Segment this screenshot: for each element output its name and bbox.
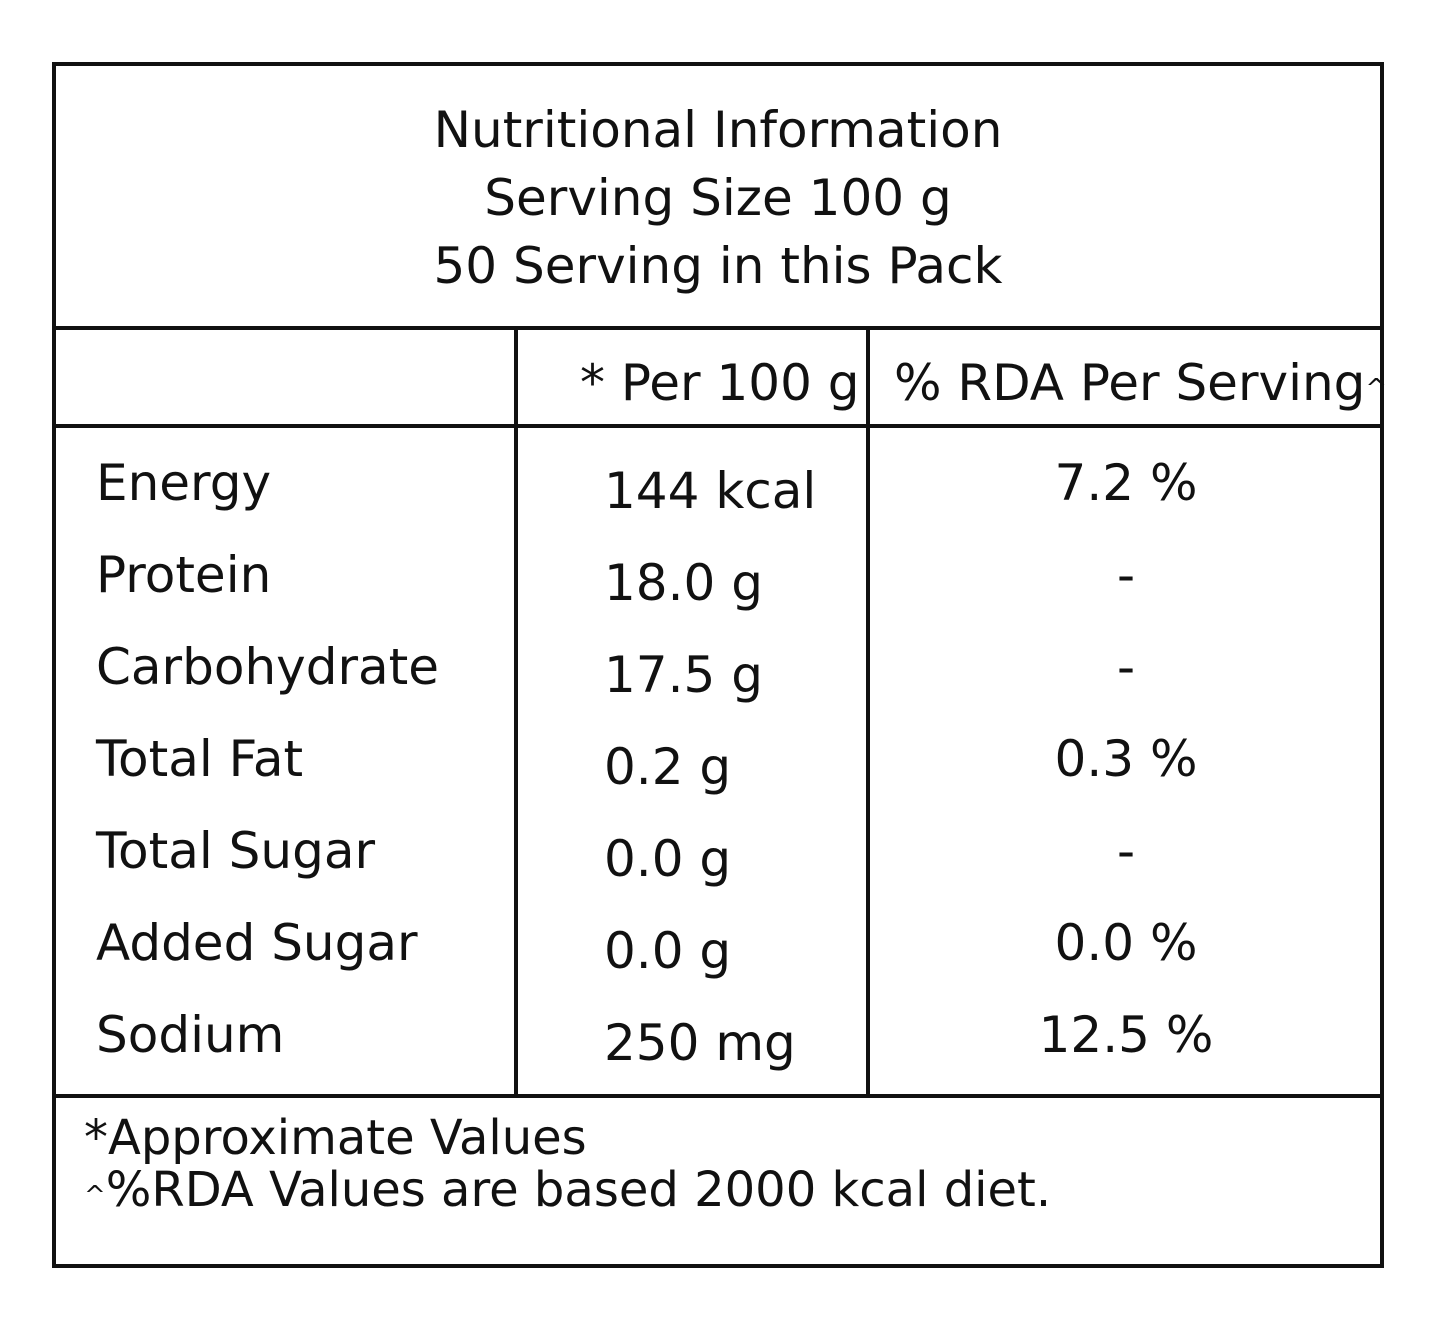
nutrient-rda: 12.5 %	[1038, 1006, 1214, 1064]
nutrient-value: 0.2 g	[604, 738, 732, 796]
footnote-rda-text: %RDA Values are based 2000 kcal diet.	[105, 1162, 1052, 1218]
column-divider-2	[866, 326, 870, 1094]
table-row: Sodium 250 mg 12.5 %	[56, 1006, 1380, 1098]
table-row: Protein 18.0 g -	[56, 546, 1380, 638]
table-row: Carbohydrate 17.5 g -	[56, 638, 1380, 730]
header-per-100g: * Per 100 g	[580, 342, 860, 424]
nutrient-rda: 7.2 %	[1054, 454, 1198, 512]
nutrient-name: Sodium	[96, 1006, 285, 1064]
nutrient-rda: -	[1116, 822, 1136, 880]
divider-title	[56, 326, 1380, 330]
nutrient-rda: -	[1116, 638, 1136, 696]
nutrient-value: 18.0 g	[604, 554, 763, 612]
serving-size: Serving Size 100 g	[484, 169, 952, 227]
nutrition-table: Nutritional Information Serving Size 100…	[52, 62, 1387, 1268]
nutrient-rda: 0.0 %	[1054, 914, 1198, 972]
nutrient-name: Energy	[96, 454, 272, 512]
nutrient-value: 17.5 g	[604, 646, 763, 704]
nutrient-name: Carbohydrate	[96, 638, 440, 696]
header-per-100g-label: * Per 100 g	[580, 354, 860, 412]
nutrient-name: Total Sugar	[96, 822, 376, 880]
header-rda-mark: ^	[1365, 374, 1388, 404]
table-row: Total Fat 0.2 g 0.3 %	[56, 730, 1380, 822]
title-heading: Nutritional Information	[433, 101, 1003, 159]
header-rda: % RDA Per Serving ^	[894, 342, 1387, 424]
table-row: Total Sugar 0.0 g -	[56, 822, 1380, 914]
nutrient-value: 250 mg	[604, 1014, 796, 1072]
footnotes: *Approximate Values ^%RDA Values are bas…	[84, 1112, 1051, 1216]
footnote-rda-mark: ^	[84, 1181, 106, 1211]
nutrient-rda: 0.3 %	[1054, 730, 1198, 788]
nutrient-name: Added Sugar	[96, 914, 418, 972]
table-row: Energy 144 kcal 7.2 %	[56, 454, 1380, 546]
nutrient-value: 144 kcal	[604, 462, 817, 520]
footnote-approx: *Approximate Values	[84, 1110, 587, 1166]
divider-header	[56, 424, 1380, 428]
divider-footer	[56, 1094, 1380, 1098]
footnote-rda: ^%RDA Values are based 2000 kcal diet.	[84, 1164, 1051, 1216]
column-divider-1	[514, 326, 518, 1094]
nutrient-rda: -	[1116, 546, 1136, 604]
table-title: Nutritional Information Serving Size 100…	[56, 96, 1380, 300]
nutrient-value: 0.0 g	[604, 830, 732, 888]
table-row: Added Sugar 0.0 g 0.0 %	[56, 914, 1380, 1006]
nutrient-value: 0.0 g	[604, 922, 732, 980]
header-rda-label: % RDA Per Serving	[894, 354, 1366, 412]
nutrient-name: Total Fat	[96, 730, 304, 788]
servings-per-pack: 50 Serving in this Pack	[433, 237, 1003, 295]
nutrient-name: Protein	[96, 546, 272, 604]
